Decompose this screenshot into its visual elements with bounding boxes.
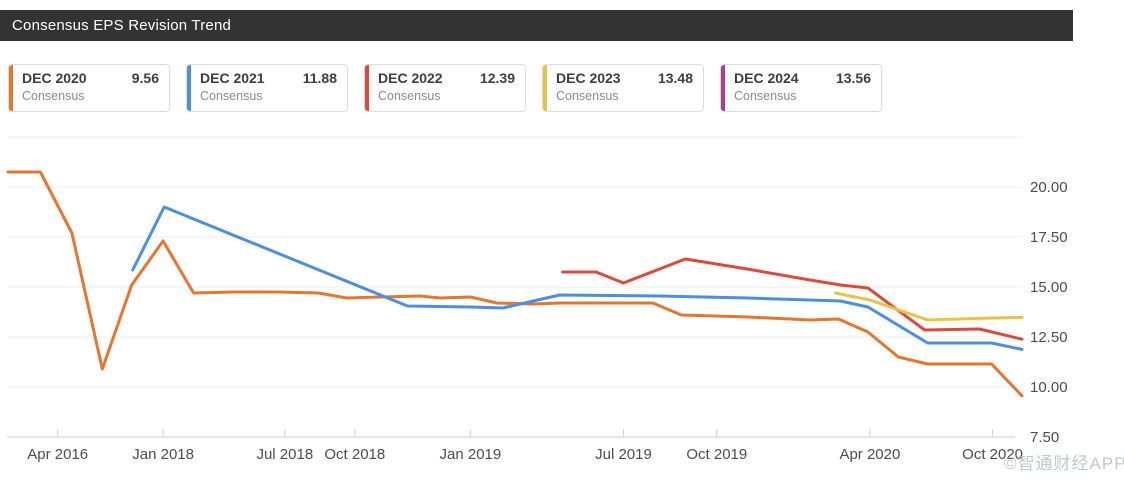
legend-consensus-label: Consensus [734,89,797,103]
legend-accent-bar [365,65,369,111]
legend-consensus-value: 11.88 [302,70,337,86]
series-line-dec-2020 [6,170,1024,398]
y-tick-label: 20.00 [1030,179,1068,196]
legend-consensus-value: 9.56 [131,70,159,86]
y-tick-label: 7.50 [1030,429,1059,446]
legend-series-name: DEC 2023 [556,70,621,86]
legend-card-body: DEC 2020 9.56 Consensus [13,65,169,111]
legend-series-name: DEC 2022 [378,70,443,86]
series-line-dec-2022 [561,257,1024,341]
legend-card-body: DEC 2021 11.88 Consensus [191,65,347,111]
x-tick-label: Oct 2020 [962,446,1023,463]
legend-accent-bar [721,65,725,111]
legend-card-body: DEC 2023 13.48 Consensus [547,65,703,111]
y-tick-label: 15.00 [1030,279,1068,296]
x-tick-label: Oct 2019 [686,446,747,463]
page-title: Consensus EPS Revision Trend [12,17,232,34]
x-tick-label: Apr 2016 [27,446,88,463]
legend-consensus-value: 12.39 [479,70,515,86]
legend-card-dec-2022[interactable]: DEC 2022 12.39 Consensus [364,64,526,112]
title-bar: Consensus EPS Revision Trend [0,10,1073,41]
legend-accent-bar [543,65,547,111]
legend-series-name: DEC 2024 [734,70,799,86]
y-tick-label: 12.50 [1030,329,1068,346]
legend-consensus-label: Consensus [378,89,441,103]
legend-consensus-label: Consensus [200,89,263,103]
legend-consensus-label: Consensus [556,89,619,103]
legend-accent-bar [187,65,191,111]
legend-card-dec-2020[interactable]: DEC 2020 9.56 Consensus [8,64,170,112]
legend-accent-bar [9,65,13,111]
y-tick-label: 10.00 [1030,379,1068,396]
x-tick-label: Jan 2018 [132,446,194,463]
legend-card-body: DEC 2022 12.39 Consensus [369,65,525,111]
series-line-dec-2023 [833,291,1024,322]
legend-consensus-label: Consensus [22,89,85,103]
x-tick-label: Jan 2019 [440,446,502,463]
legend-card-dec-2023[interactable]: DEC 2023 13.48 Consensus [542,64,704,112]
watermark: ©智通财经APP [1004,454,1124,473]
x-tick-label: Apr 2020 [839,446,900,463]
legend-card-body: DEC 2024 13.56 Consensus [725,65,881,111]
legend-series-name: DEC 2021 [200,70,265,86]
series-line-dec-2021 [131,205,1024,351]
y-tick-label: 17.50 [1030,229,1068,246]
legend-series-name: DEC 2020 [22,70,87,86]
legend-consensus-value: 13.56 [835,70,871,86]
legend-row: DEC 2020 9.56 Consensus DEC 2021 11.88 C… [8,64,882,112]
legend-consensus-value: 13.48 [657,70,693,86]
x-tick-label: Jul 2018 [256,446,313,463]
legend-card-dec-2021[interactable]: DEC 2021 11.88 Consensus [186,64,348,112]
x-tick-label: Jul 2019 [595,446,652,463]
x-tick-label: Oct 2018 [324,446,385,463]
legend-card-dec-2024[interactable]: DEC 2024 13.56 Consensus [720,64,882,112]
